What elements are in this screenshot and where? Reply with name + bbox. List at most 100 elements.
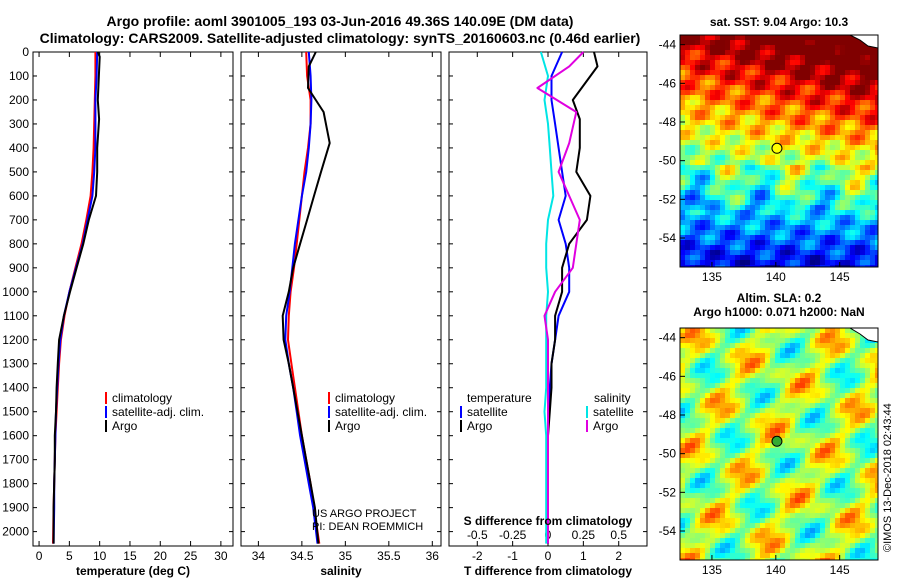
sst-cell [790, 145, 796, 151]
sst-cell [835, 90, 841, 96]
sst-cell [760, 265, 766, 267]
sla-cell [745, 403, 751, 409]
sst-cell [710, 175, 716, 181]
sla-cell [765, 433, 771, 439]
sla-cell [775, 363, 781, 369]
sla-map-frame [679, 327, 879, 561]
sst-cell [760, 180, 766, 186]
sla-cell [810, 503, 816, 509]
sst-cell [735, 180, 741, 186]
sla-cell [875, 403, 878, 409]
sla-cell [680, 553, 686, 559]
sla-cell [875, 393, 878, 399]
sla-cell [760, 358, 766, 364]
sst-map-title: sat. SST: 9.04 Argo: 10.3 [710, 15, 849, 29]
sst-cell [685, 140, 691, 146]
sst-cell [825, 220, 831, 226]
sla-cell [750, 498, 756, 504]
sst-cell [680, 105, 686, 111]
sla-cell [840, 448, 846, 454]
sst-cell [820, 240, 826, 246]
sst-cell [775, 100, 781, 106]
sst-cell [770, 125, 776, 131]
sst-cell [720, 200, 726, 206]
sla-cell [820, 558, 826, 560]
sla-cell [775, 523, 781, 529]
sla-cell [780, 498, 786, 504]
sst-cell [805, 125, 811, 131]
sla-cell [770, 508, 776, 514]
sla-cell [840, 378, 846, 384]
sst-cell [870, 60, 876, 66]
sst-cell [720, 265, 726, 267]
sla-cell [850, 528, 856, 534]
sla-cell [745, 453, 751, 459]
sla-cell [875, 488, 878, 494]
sla-cell [790, 368, 796, 374]
sla-cell [805, 518, 811, 524]
sla-cell [815, 458, 821, 464]
sst-cell [805, 40, 811, 46]
sla-cell [820, 398, 826, 404]
project-annotation: US ARGO PROJECT [312, 508, 417, 520]
sla-cell [750, 463, 756, 469]
sla-cell [875, 428, 878, 434]
sst-cell [705, 175, 711, 181]
sst-cell [735, 85, 741, 91]
sst-cell [860, 130, 866, 136]
sst-cell [795, 150, 801, 156]
sla-cell [805, 398, 811, 404]
sst-cell [870, 240, 876, 246]
sla-cell [760, 548, 766, 554]
sla-cell [700, 553, 706, 559]
sst-cell [825, 245, 831, 251]
sst-cell [775, 105, 781, 111]
sla-cell [725, 343, 731, 349]
sst-cell [840, 200, 846, 206]
sla-cell [695, 413, 701, 419]
sla-cell [840, 468, 846, 474]
sla-cell [685, 348, 691, 354]
sla-cell [855, 513, 861, 519]
sla-cell [780, 333, 786, 339]
sla-cell [835, 558, 841, 560]
sst-cell [825, 35, 831, 41]
sst-cell [705, 205, 711, 211]
legend-argo-label: Argo [112, 419, 138, 433]
sla-cell [750, 418, 756, 424]
sst-cell [850, 60, 856, 66]
sla-cell [860, 493, 866, 499]
sst-cell [755, 100, 761, 106]
sst-cell [765, 35, 771, 41]
sst-cell [780, 265, 786, 267]
sla-cell [785, 473, 791, 479]
sla-cell [705, 443, 711, 449]
sst-cell [715, 50, 721, 56]
sla-cell [750, 478, 756, 484]
sst-cell [745, 265, 751, 267]
sst-cell [795, 90, 801, 96]
sla-cell [735, 373, 741, 379]
sla-cell [785, 443, 791, 449]
sla-cell [830, 358, 836, 364]
sst-cell [780, 150, 786, 156]
sst-cell [735, 45, 741, 51]
sla-cell [730, 493, 736, 499]
sla-cell [845, 373, 851, 379]
sla-cell [680, 533, 686, 539]
sla-cell [720, 338, 726, 344]
sla-cell [685, 423, 691, 429]
sst-cell [870, 115, 876, 121]
sla-cell [875, 443, 878, 449]
sla-cell [680, 493, 686, 499]
sst-cell [730, 190, 736, 196]
sst-cell [760, 185, 766, 191]
sst-cell [820, 130, 826, 136]
sst-cell [855, 200, 861, 206]
sla-cell [845, 453, 851, 459]
sst-cell [855, 170, 861, 176]
sla-cell [780, 373, 786, 379]
sst-cell [785, 140, 791, 146]
sla-cell [720, 463, 726, 469]
sla-cell [815, 388, 821, 394]
